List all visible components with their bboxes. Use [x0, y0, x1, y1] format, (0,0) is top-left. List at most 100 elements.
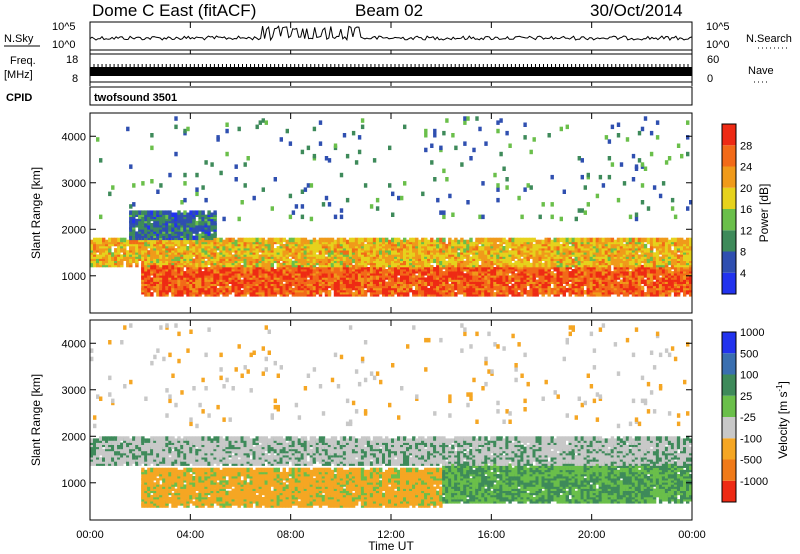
heatmap-cell	[475, 116, 479, 121]
heatmap-cell	[243, 260, 247, 266]
heatmap-cell	[174, 116, 178, 121]
heatmap-cell	[556, 241, 560, 247]
heatmap-cell	[547, 133, 551, 138]
heatmap-cell	[216, 252, 220, 257]
heatmap-cell	[640, 285, 645, 291]
heatmap-cell	[234, 239, 238, 245]
heatmap-cell	[150, 235, 154, 241]
heatmap-cell	[670, 283, 675, 289]
heatmap-cell	[439, 210, 443, 215]
heatmap-cell	[360, 267, 365, 272]
heatmap-cell	[297, 264, 302, 270]
heatmap-cell	[117, 250, 121, 255]
heatmap-cell	[628, 271, 633, 276]
heatmap-cell	[448, 258, 452, 264]
heatmap-cell	[339, 283, 344, 289]
heatmap-cell	[150, 292, 154, 297]
heatmap-cell	[240, 264, 244, 270]
heatmap-cell	[385, 269, 389, 274]
heatmap-cell	[282, 275, 286, 280]
heatmap-cell	[285, 239, 289, 245]
heatmap-cell	[132, 183, 136, 188]
heatmap-cell	[225, 128, 229, 134]
heatmap-cell	[469, 241, 473, 247]
heatmap-cell	[126, 250, 130, 255]
heatmap-cell	[108, 248, 112, 253]
heatmap-cell	[550, 239, 554, 245]
heatmap-cell	[562, 292, 566, 297]
heatmap-cell	[442, 130, 446, 136]
heatmap-cell	[634, 250, 639, 255]
heatmap-cell	[598, 285, 603, 291]
heatmap-cell	[339, 172, 344, 178]
heatmap-cell	[427, 287, 431, 293]
heatmap-cell	[385, 281, 389, 287]
heatmap-cell	[689, 200, 693, 205]
heatmap-cell	[472, 241, 476, 247]
heatmap-cell	[415, 256, 419, 261]
y-tick-label: 2000	[62, 224, 86, 236]
heatmap-cell	[436, 237, 440, 243]
heatmap-cell	[385, 262, 389, 268]
heatmap-cell	[637, 237, 642, 243]
heatmap-cell	[123, 436, 127, 441]
heatmap-cell	[222, 216, 226, 222]
heatmap-cell	[424, 260, 428, 266]
heatmap-cell	[535, 287, 539, 293]
heatmap-cell	[658, 260, 663, 266]
heatmap-cell	[288, 248, 293, 253]
heatmap-cell	[689, 279, 693, 284]
heatmap-cell	[676, 237, 681, 243]
heatmap-cell	[336, 275, 341, 280]
heatmap-cell	[412, 290, 416, 295]
heatmap-cell	[514, 287, 518, 293]
heatmap-cell	[604, 135, 609, 140]
heatmap-cell	[673, 269, 678, 274]
heatmap-cell	[342, 237, 347, 243]
heatmap-cell	[126, 436, 130, 441]
heatmap-cell	[180, 281, 184, 287]
heatmap-cell	[246, 252, 250, 257]
heatmap-cell	[529, 262, 533, 268]
heatmap-cell	[496, 277, 500, 282]
heatmap-cell	[445, 260, 449, 266]
heatmap-cell	[673, 237, 678, 243]
heatmap-cell	[105, 436, 109, 441]
heatmap-cell	[487, 283, 491, 289]
heatmap-cell	[487, 258, 491, 264]
heatmap-cell	[655, 256, 660, 261]
heatmap-cell	[445, 267, 449, 272]
heatmap-cell	[96, 237, 100, 243]
heatmap-cell	[99, 214, 103, 220]
heatmap-cell	[264, 264, 268, 270]
heatmap-cell	[276, 246, 280, 251]
heatmap-cell	[366, 285, 371, 291]
heatmap-cell	[616, 290, 621, 295]
heatmap-cell	[487, 279, 491, 284]
heatmap-cell	[496, 237, 500, 243]
heatmap-cell	[595, 193, 600, 199]
heatmap-cell	[354, 252, 359, 257]
heatmap-cell	[523, 187, 527, 192]
heatmap-cell	[508, 290, 512, 295]
heatmap-cell	[460, 285, 464, 291]
heatmap-cell	[114, 248, 118, 253]
heatmap-cell	[577, 281, 581, 287]
heatmap-cell	[105, 239, 109, 245]
heatmap-cell	[526, 290, 530, 295]
heatmap-cell	[490, 264, 494, 270]
heatmap-cell	[505, 130, 509, 136]
heatmap-cell	[339, 260, 344, 266]
heatmap-cell	[586, 250, 590, 255]
heatmap-cell	[141, 229, 145, 234]
heatmap-cell	[680, 273, 684, 278]
heatmap-cell	[655, 273, 660, 278]
heatmap-cell	[631, 153, 636, 159]
heatmap-cell	[228, 290, 232, 295]
heatmap-cell	[532, 237, 536, 243]
heatmap-cell	[523, 122, 527, 127]
heatmap-cell	[129, 379, 133, 385]
heatmap-cell	[273, 279, 277, 284]
heatmap-cell	[156, 227, 160, 232]
heatmap-cell	[348, 287, 353, 293]
